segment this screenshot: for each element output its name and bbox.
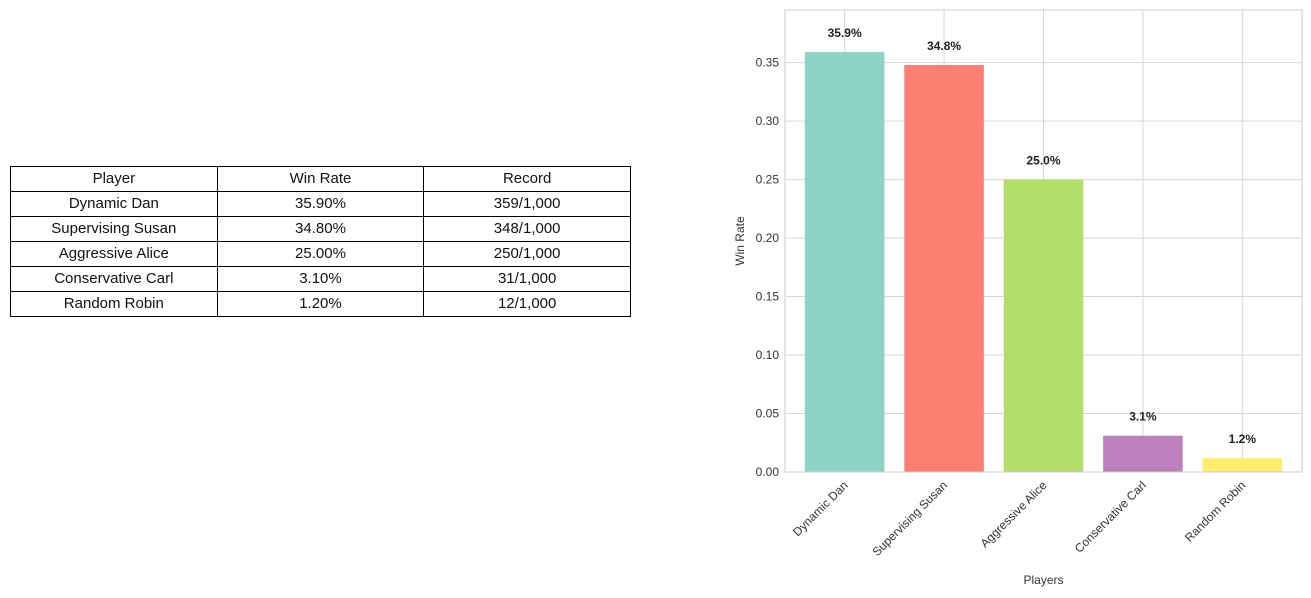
table-row: Aggressive Alice 25.00% 250/1,000: [10, 241, 631, 267]
x-tick-label: Dynamic Dan: [790, 478, 851, 539]
table-header-cell: Player: [10, 166, 218, 192]
table-cell: 3.10%: [216, 266, 425, 292]
table-cell: Random Robin: [10, 291, 218, 317]
table-cell: 31/1,000: [423, 266, 631, 292]
bar: [804, 52, 885, 473]
table-header-cell: Win Rate: [216, 166, 425, 192]
table-cell: 348/1,000: [423, 216, 631, 242]
table-cell: Dynamic Dan: [10, 191, 218, 217]
table-cell: 25.00%: [216, 241, 425, 267]
bar: [1103, 435, 1183, 472]
y-tick-label: 0.25: [756, 173, 780, 187]
bar-value-label: 3.1%: [1129, 410, 1157, 424]
table-cell: 12/1,000: [423, 291, 631, 317]
bar-value-label: 34.8%: [927, 39, 961, 53]
table-row: Dynamic Dan 35.90% 359/1,000: [10, 191, 631, 217]
y-tick-label: 0.15: [756, 290, 780, 304]
table-cell: 1.20%: [216, 291, 425, 317]
win-rate-table: Player Win Rate Record Dynamic Dan 35.90% 359…: [10, 166, 631, 317]
bar-value-label: 1.2%: [1229, 432, 1257, 446]
y-tick-label: 0.30: [756, 114, 780, 128]
plot-frame: [784, 9, 1303, 473]
table-cell: Aggressive Alice: [10, 241, 218, 267]
x-tick-label: Random Robin: [1182, 478, 1249, 545]
table-row: Random Robin 1.20% 12/1,000: [10, 291, 631, 317]
bar-value-label: 35.9%: [828, 26, 862, 40]
x-tick-label: Supervising Susan: [870, 478, 951, 559]
x-tick-label: Aggressive Alice: [977, 478, 1049, 550]
table-cell: 34.80%: [216, 216, 425, 242]
y-tick-label: 0.35: [756, 56, 780, 70]
table-row: Conservative Carl 3.10% 31/1,000: [10, 266, 631, 292]
table-cell: Supervising Susan: [10, 216, 218, 242]
table-row: Supervising Susan 34.80% 348/1,000: [10, 216, 631, 242]
x-tick-label: Conservative Carl: [1072, 478, 1149, 555]
y-tick-label: 0.05: [756, 407, 780, 421]
x-axis-label: Players: [1023, 573, 1063, 587]
bar: [1003, 179, 1084, 472]
table-cell: 359/1,000: [423, 191, 631, 217]
y-tick-label: 0.20: [756, 231, 780, 245]
y-tick-label: 0.10: [756, 348, 780, 362]
table-header-row: Player Win Rate Record: [10, 166, 631, 192]
y-axis-label: Win Rate: [733, 216, 747, 266]
y-tick-label: 0.00: [756, 465, 780, 479]
table-cell: Conservative Carl: [10, 266, 218, 292]
bar-value-label: 25.0%: [1026, 154, 1060, 168]
table-cell: 250/1,000: [423, 241, 631, 267]
bar: [904, 64, 984, 472]
bar: [1202, 457, 1283, 472]
